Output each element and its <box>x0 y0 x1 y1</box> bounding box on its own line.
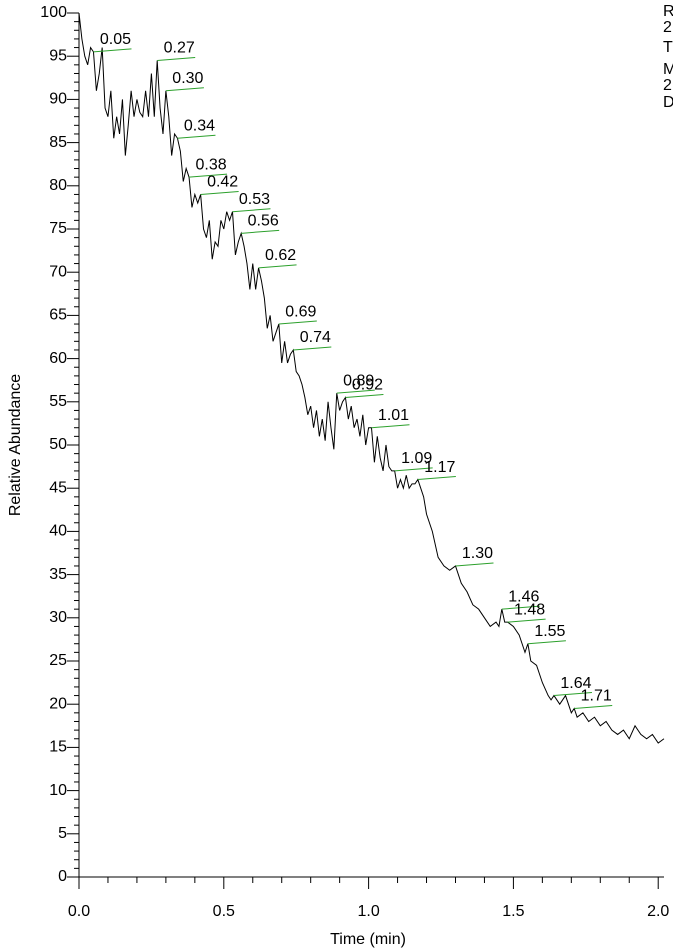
peak-marker <box>232 208 271 213</box>
peak-label: 1.55 <box>534 623 565 640</box>
peak-marker <box>189 173 228 178</box>
peak-label: 1.46 <box>508 588 539 605</box>
peak-label: 0.56 <box>248 213 279 230</box>
y-tick-label: 85 <box>49 134 67 151</box>
peak-marker <box>455 562 494 567</box>
peak-marker <box>258 264 297 269</box>
peak-label: 0.89 <box>343 372 374 389</box>
header-text: M <box>663 61 673 78</box>
peak-marker <box>278 320 317 325</box>
peak-marker <box>394 467 433 472</box>
x-tick-label: 0.0 <box>68 903 90 920</box>
y-tick-label: 20 <box>49 695 67 712</box>
peak-marker <box>93 48 132 53</box>
peak-marker <box>527 640 566 645</box>
y-tick-label: 90 <box>49 91 67 108</box>
peak-marker <box>371 424 410 429</box>
peak-label: 0.30 <box>172 70 203 87</box>
y-tick-label: 75 <box>49 220 67 237</box>
peak-marker <box>501 605 540 610</box>
peak-label: 1.71 <box>581 688 612 705</box>
x-tick-label: 2.0 <box>647 903 669 920</box>
peak-marker <box>553 692 592 697</box>
peak-label: 1.48 <box>514 601 545 618</box>
y-axis-label: Relative Abundance <box>7 374 24 516</box>
y-tick-label: 45 <box>49 479 67 496</box>
peak-marker <box>574 705 613 710</box>
peak-marker <box>417 476 456 481</box>
peak-label: 0.53 <box>239 191 270 208</box>
y-tick-label: 65 <box>49 307 67 324</box>
peak-label: 0.62 <box>265 247 296 264</box>
y-tick-label: 60 <box>49 350 67 367</box>
y-tick-label: 95 <box>49 47 67 64</box>
peak-label: 0.92 <box>352 377 383 394</box>
y-tick-label: 5 <box>58 825 67 842</box>
peak-label: 1.09 <box>401 450 432 467</box>
y-tick-label: 30 <box>49 609 67 626</box>
peak-label: 1.01 <box>378 407 409 424</box>
peak-label: 1.64 <box>560 675 591 692</box>
peak-marker <box>507 618 546 623</box>
y-tick-label: 35 <box>49 566 67 583</box>
y-tick-label: 10 <box>49 782 67 799</box>
header-text: R <box>663 3 673 20</box>
peak-label: 0.05 <box>100 31 131 48</box>
peak-marker <box>200 190 239 195</box>
header-text: 2 <box>663 19 672 36</box>
peak-label: 0.27 <box>164 40 195 57</box>
x-tick-label: 0.5 <box>213 903 235 920</box>
x-tick-label: 1.5 <box>502 903 524 920</box>
peak-marker <box>241 229 280 234</box>
peak-label: 0.38 <box>195 156 226 173</box>
peak-marker <box>157 57 196 62</box>
header-text: D <box>663 94 673 111</box>
x-tick-label: 1.0 <box>357 903 379 920</box>
peak-label: 0.34 <box>184 117 215 134</box>
y-tick-label: 100 <box>40 4 67 21</box>
header-text: T <box>663 39 673 56</box>
peak-label: 0.74 <box>300 329 331 346</box>
peak-marker <box>165 87 204 92</box>
y-tick-label: 50 <box>49 436 67 453</box>
y-tick-label: 0 <box>58 868 67 885</box>
peak-marker <box>177 134 216 139</box>
peak-label: 1.30 <box>462 545 493 562</box>
peak-marker <box>336 389 375 394</box>
peak-label: 0.69 <box>285 303 316 320</box>
x-axis-label: Time (min) <box>330 931 406 948</box>
y-tick-label: 80 <box>49 177 67 194</box>
peak-label: 0.42 <box>207 174 238 191</box>
y-tick-label: 70 <box>49 263 67 280</box>
y-tick-label: 55 <box>49 393 67 410</box>
header-text: 2 <box>663 77 672 94</box>
peak-marker <box>293 346 332 351</box>
trace <box>78 12 665 744</box>
y-tick-label: 15 <box>49 739 67 756</box>
peak-label: 1.17 <box>424 459 455 476</box>
y-tick-label: 25 <box>49 652 67 669</box>
y-tick-label: 40 <box>49 523 67 540</box>
peak-marker <box>345 393 384 398</box>
